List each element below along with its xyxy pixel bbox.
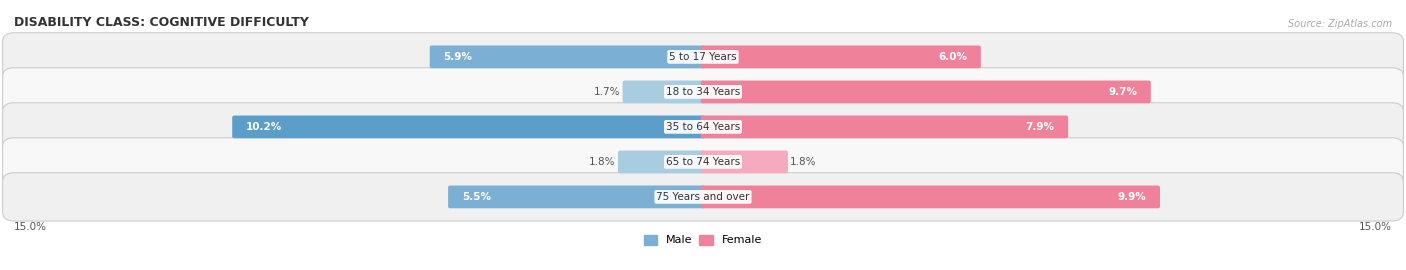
FancyBboxPatch shape bbox=[623, 80, 706, 103]
Text: 9.9%: 9.9% bbox=[1118, 192, 1146, 202]
FancyBboxPatch shape bbox=[700, 46, 981, 68]
Text: 35 to 64 Years: 35 to 64 Years bbox=[666, 122, 740, 132]
FancyBboxPatch shape bbox=[3, 68, 1403, 116]
FancyBboxPatch shape bbox=[430, 46, 706, 68]
FancyBboxPatch shape bbox=[619, 151, 706, 173]
Text: 1.7%: 1.7% bbox=[593, 87, 620, 97]
Text: 18 to 34 Years: 18 to 34 Years bbox=[666, 87, 740, 97]
Text: 15.0%: 15.0% bbox=[1360, 222, 1392, 232]
Text: 1.8%: 1.8% bbox=[589, 157, 616, 167]
Text: 5 to 17 Years: 5 to 17 Years bbox=[669, 52, 737, 62]
Text: 15.0%: 15.0% bbox=[14, 222, 46, 232]
Text: 7.9%: 7.9% bbox=[1025, 122, 1054, 132]
FancyBboxPatch shape bbox=[3, 173, 1403, 221]
Text: DISABILITY CLASS: COGNITIVE DIFFICULTY: DISABILITY CLASS: COGNITIVE DIFFICULTY bbox=[14, 16, 309, 29]
FancyBboxPatch shape bbox=[700, 151, 787, 173]
FancyBboxPatch shape bbox=[232, 116, 706, 138]
Text: 6.0%: 6.0% bbox=[938, 52, 967, 62]
FancyBboxPatch shape bbox=[3, 138, 1403, 186]
Text: 9.7%: 9.7% bbox=[1108, 87, 1137, 97]
FancyBboxPatch shape bbox=[3, 103, 1403, 151]
Text: 1.8%: 1.8% bbox=[790, 157, 817, 167]
FancyBboxPatch shape bbox=[700, 80, 1150, 103]
Text: 5.9%: 5.9% bbox=[443, 52, 472, 62]
FancyBboxPatch shape bbox=[700, 116, 1069, 138]
Text: 75 Years and over: 75 Years and over bbox=[657, 192, 749, 202]
Text: 10.2%: 10.2% bbox=[246, 122, 283, 132]
Text: 65 to 74 Years: 65 to 74 Years bbox=[666, 157, 740, 167]
Text: 5.5%: 5.5% bbox=[461, 192, 491, 202]
Legend: Male, Female: Male, Female bbox=[640, 230, 766, 250]
FancyBboxPatch shape bbox=[3, 33, 1403, 81]
Text: Source: ZipAtlas.com: Source: ZipAtlas.com bbox=[1288, 19, 1392, 29]
FancyBboxPatch shape bbox=[449, 185, 706, 208]
FancyBboxPatch shape bbox=[700, 185, 1160, 208]
